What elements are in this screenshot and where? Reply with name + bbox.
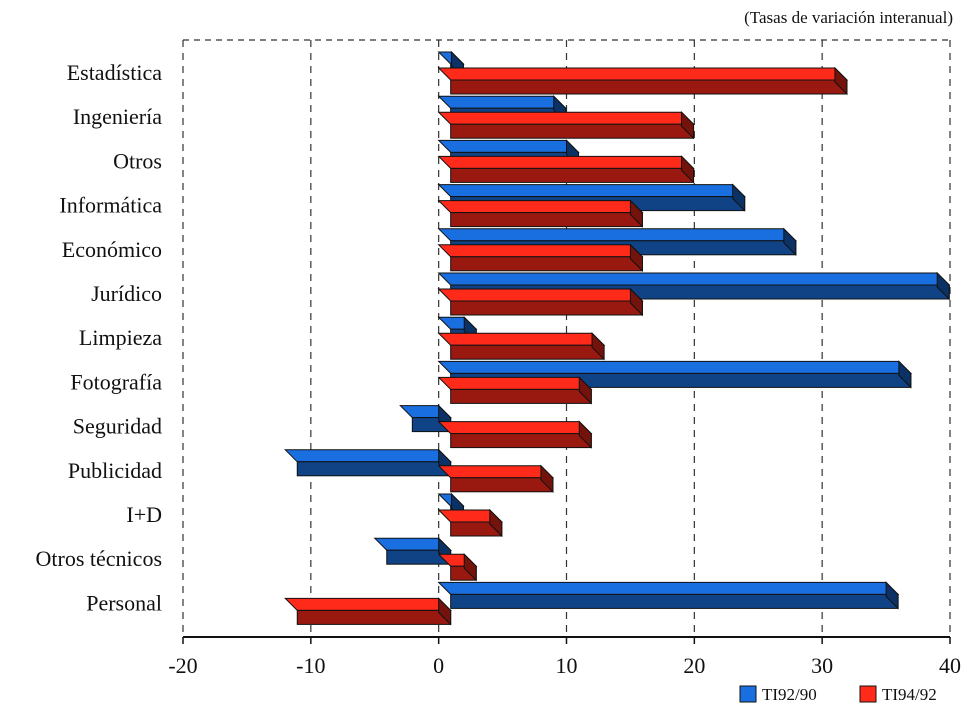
bar-ti94-92 (437, 155, 695, 184)
x-tick-label: 20 (683, 653, 705, 678)
bar-ti94-92 (437, 66, 849, 96)
bar-ti94-92 (437, 199, 644, 228)
category-label: Publicidad (68, 458, 162, 483)
bar-group (284, 50, 951, 626)
bar-ti94-92 (437, 331, 606, 361)
legend-swatch (859, 685, 877, 703)
x-tick-label: 10 (556, 653, 578, 678)
x-tick-label: -10 (296, 653, 325, 678)
bar-ti94-92 (437, 552, 478, 582)
x-tick-label: -20 (168, 653, 197, 678)
category-label: Fotografía (70, 369, 162, 394)
category-label: Jurídico (91, 281, 162, 306)
x-axis: -20 -10 0 10 20 30 40 (168, 636, 961, 678)
category-label: Ingeniería (73, 104, 162, 129)
chart-subtitle: (Tasas de variación interanual) (744, 8, 953, 27)
category-label: Estadística (67, 60, 163, 85)
bar-ti92-90 (373, 536, 452, 566)
category-labels: Estadística Ingeniería Otros Informática Eco… (36, 60, 163, 615)
legend-label: TI92/90 (762, 685, 817, 704)
legend-swatch (739, 685, 757, 703)
x-tick-label: 30 (811, 653, 833, 678)
legend-label: TI94/92 (882, 685, 937, 704)
category-label: I+D (126, 502, 162, 527)
bar-ti94-92 (437, 287, 644, 317)
bar-ti92-90 (437, 581, 900, 610)
category-label: Otros (113, 148, 162, 173)
category-label: Informática (59, 193, 162, 218)
bar-ti94-92 (437, 420, 593, 449)
category-label: Personal (86, 590, 162, 615)
category-label: Económico (62, 237, 162, 262)
bar-ti94-92 (284, 597, 452, 626)
bar-ti94-92 (437, 464, 555, 494)
x-tick-label: 0 (433, 653, 444, 678)
bar-ti94-92 (437, 243, 644, 273)
category-label: Limpieza (79, 325, 162, 350)
bar-ti92-90 (399, 404, 452, 433)
category-label: Seguridad (73, 414, 162, 439)
bar-ti94-92 (437, 376, 593, 405)
bar-ti94-92 (437, 110, 695, 140)
bar-ti92-90 (284, 448, 452, 478)
bar-ti94-92 (437, 508, 504, 538)
x-tick-label: 40 (939, 653, 961, 678)
legend: TI92/90 TI94/92 (739, 685, 937, 704)
category-label: Otros técnicos (36, 546, 162, 571)
